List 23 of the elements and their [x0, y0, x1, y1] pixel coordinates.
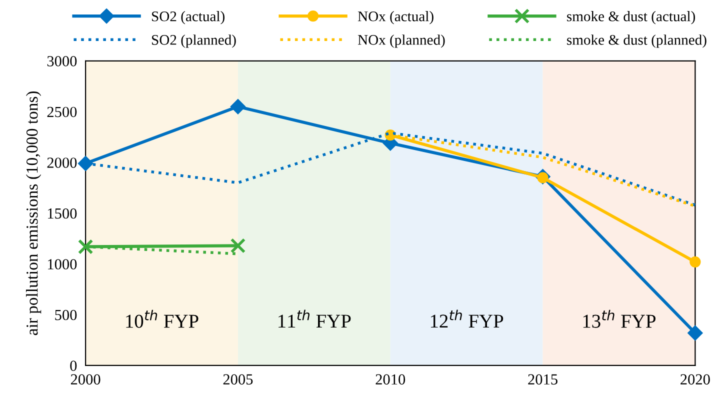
legend-label: SO2 (actual) — [152, 11, 224, 24]
band-label: 11$^{th}$ FYP — [278, 310, 351, 328]
x-tick-label: 2020 — [680, 374, 710, 385]
legend-label: NOx (actual) — [358, 11, 434, 24]
y-tick-label: 1500 — [48, 208, 77, 219]
y-tick-label: 2000 — [47, 158, 77, 168]
legend-label: SO2 (planned) — [152, 34, 236, 48]
legend-label: smoke & dust (planned) — [567, 34, 706, 48]
band-label: 10$^{th}$ FYP — [126, 310, 198, 328]
band-label: 12$^{th}$ FYP — [430, 310, 504, 328]
y-tick-label: 2500 — [47, 106, 77, 118]
legend-label: NOx (planned) — [358, 34, 445, 48]
y-axis-title: air pollution emissions (10,000 tons) — [26, 91, 42, 336]
band-label: 13$^{th}$ FYP — [583, 310, 656, 328]
x-tick-label: 2015 — [528, 374, 558, 385]
x-tick-label: 2010 — [376, 374, 406, 385]
y-tick-label: 500 — [55, 310, 77, 320]
x-tick-label: 2000 — [70, 374, 100, 385]
y-tick-label: 3000 — [47, 56, 77, 66]
x-tick-label: 2005 — [223, 374, 253, 385]
y-tick-label: 0 — [70, 360, 77, 371]
y-tick-label: 1000 — [48, 259, 77, 270]
legend-label: smoke & dust (actual) — [567, 11, 695, 24]
